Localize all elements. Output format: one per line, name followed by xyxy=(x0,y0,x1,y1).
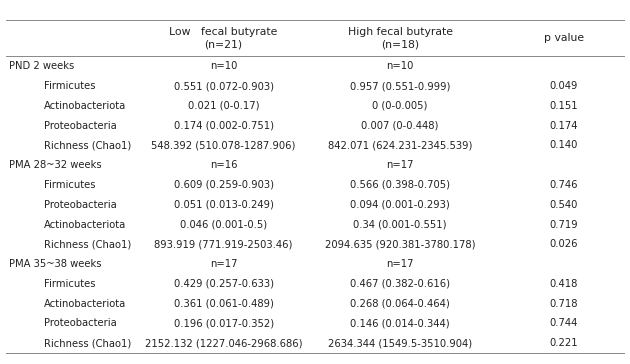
Text: 0.196 (0.017-0.352): 0.196 (0.017-0.352) xyxy=(174,318,273,328)
Text: 0.744: 0.744 xyxy=(549,318,578,328)
Text: 0.361 (0.061-0.489): 0.361 (0.061-0.489) xyxy=(174,298,273,309)
Text: 0.429 (0.257-0.633): 0.429 (0.257-0.633) xyxy=(174,279,273,289)
Text: Richness (Chao1): Richness (Chao1) xyxy=(44,141,131,150)
Text: 0.609 (0.259-0.903): 0.609 (0.259-0.903) xyxy=(174,180,273,190)
Text: 0.174: 0.174 xyxy=(549,120,578,131)
Text: Proteobacteria: Proteobacteria xyxy=(44,120,117,131)
Text: 0.718: 0.718 xyxy=(549,298,578,309)
Text: 2634.344 (1549.5-3510.904): 2634.344 (1549.5-3510.904) xyxy=(328,338,472,348)
Text: p value: p value xyxy=(544,33,584,43)
Text: 0.046 (0.001-0.5): 0.046 (0.001-0.5) xyxy=(180,219,267,230)
Text: n=10: n=10 xyxy=(210,61,238,71)
Text: 0.418: 0.418 xyxy=(549,279,578,289)
Text: n=17: n=17 xyxy=(210,259,238,269)
Text: Richness (Chao1): Richness (Chao1) xyxy=(44,338,131,348)
Text: n=17: n=17 xyxy=(386,160,414,170)
Text: 842.071 (624.231-2345.539): 842.071 (624.231-2345.539) xyxy=(328,141,472,150)
Text: Proteobacteria: Proteobacteria xyxy=(44,318,117,328)
Text: 0.467 (0.382-0.616): 0.467 (0.382-0.616) xyxy=(350,279,450,289)
Text: 0.174 (0.002-0.751): 0.174 (0.002-0.751) xyxy=(174,120,273,131)
Text: Proteobacteria: Proteobacteria xyxy=(44,200,117,210)
Text: 0.551 (0.072-0.903): 0.551 (0.072-0.903) xyxy=(174,81,273,91)
Text: Richness (Chao1): Richness (Chao1) xyxy=(44,239,131,249)
Text: 0.140: 0.140 xyxy=(549,141,578,150)
Text: 0 (0-0.005): 0 (0-0.005) xyxy=(372,101,428,111)
Text: PND 2 weeks: PND 2 weeks xyxy=(9,61,75,71)
Text: Low   fecal butyrate
(n=21): Low fecal butyrate (n=21) xyxy=(169,27,278,50)
Text: 0.049: 0.049 xyxy=(549,81,578,91)
Text: Firmicutes: Firmicutes xyxy=(44,81,96,91)
Text: n=17: n=17 xyxy=(386,259,414,269)
Text: PMA 28~32 weeks: PMA 28~32 weeks xyxy=(9,160,102,170)
Text: n=10: n=10 xyxy=(386,61,414,71)
Text: 0.719: 0.719 xyxy=(549,219,578,230)
Text: 893.919 (771.919-2503.46): 893.919 (771.919-2503.46) xyxy=(154,239,293,249)
Text: 0.566 (0.398-0.705): 0.566 (0.398-0.705) xyxy=(350,180,450,190)
Text: Firmicutes: Firmicutes xyxy=(44,279,96,289)
Text: 0.021 (0-0.17): 0.021 (0-0.17) xyxy=(188,101,260,111)
Text: 0.540: 0.540 xyxy=(549,200,578,210)
Text: 2094.635 (920.381-3780.178): 2094.635 (920.381-3780.178) xyxy=(325,239,475,249)
Text: 0.151: 0.151 xyxy=(549,101,578,111)
Text: 0.957 (0.551-0.999): 0.957 (0.551-0.999) xyxy=(350,81,450,91)
Text: 0.051 (0.013-0.249): 0.051 (0.013-0.249) xyxy=(174,200,273,210)
Text: 0.146 (0.014-0.344): 0.146 (0.014-0.344) xyxy=(350,318,450,328)
Text: 0.026: 0.026 xyxy=(549,239,578,249)
Text: 0.221: 0.221 xyxy=(549,338,578,348)
Text: 2152.132 (1227.046-2968.686): 2152.132 (1227.046-2968.686) xyxy=(145,338,302,348)
Text: Actinobacteriota: Actinobacteriota xyxy=(44,101,127,111)
Text: n=16: n=16 xyxy=(210,160,238,170)
Text: Actinobacteriota: Actinobacteriota xyxy=(44,219,127,230)
Text: Firmicutes: Firmicutes xyxy=(44,180,96,190)
Text: Actinobacteriota: Actinobacteriota xyxy=(44,298,127,309)
Text: 0.34 (0.001-0.551): 0.34 (0.001-0.551) xyxy=(353,219,447,230)
Text: 0.094 (0.001-0.293): 0.094 (0.001-0.293) xyxy=(350,200,450,210)
Text: 0.007 (0-0.448): 0.007 (0-0.448) xyxy=(362,120,438,131)
Text: 0.268 (0.064-0.464): 0.268 (0.064-0.464) xyxy=(350,298,450,309)
Text: PMA 35~38 weeks: PMA 35~38 weeks xyxy=(9,259,102,269)
Text: 0.746: 0.746 xyxy=(549,180,578,190)
Text: 548.392 (510.078-1287.906): 548.392 (510.078-1287.906) xyxy=(151,141,296,150)
Text: High fecal butyrate
(n=18): High fecal butyrate (n=18) xyxy=(348,27,452,50)
